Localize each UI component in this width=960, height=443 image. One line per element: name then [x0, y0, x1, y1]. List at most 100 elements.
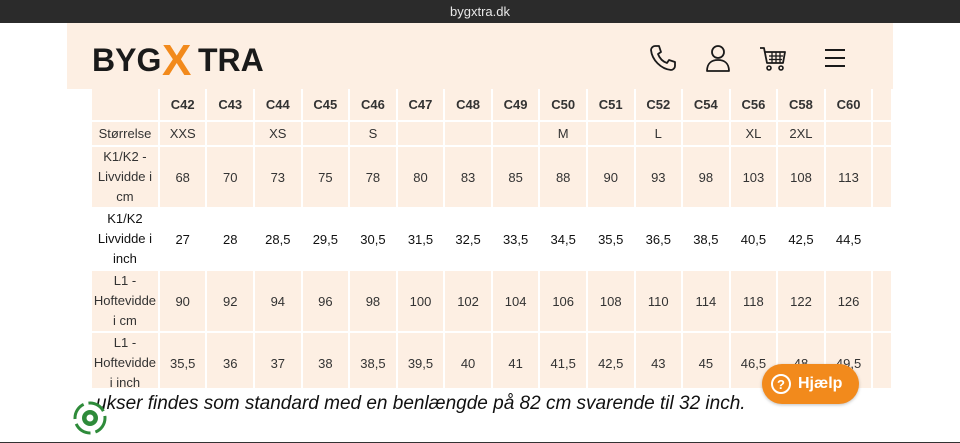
table-cell: 46,5: [729, 332, 779, 388]
table-cell: 34,5: [539, 208, 588, 271]
table-cell: XXS: [158, 121, 208, 147]
table-cell: 42,5: [777, 208, 826, 271]
table-cell: 85: [491, 146, 541, 209]
table-cell: 114: [682, 270, 731, 333]
table-cell: 98: [349, 270, 398, 333]
table-cell: 98: [682, 146, 731, 209]
help-button[interactable]: ? Hjælp: [762, 364, 859, 404]
table-cell: 110: [634, 270, 684, 333]
table-cell: 41,5: [539, 332, 588, 388]
table-header-overflow: [872, 89, 893, 122]
table-cell: 38,5: [349, 332, 398, 388]
table-cell: XL: [729, 121, 779, 147]
table-cell: 35,5: [158, 332, 208, 388]
table-cell: 104: [491, 270, 541, 333]
svg-text:TRA: TRA: [198, 42, 264, 78]
browser-url-bar[interactable]: bygxtra.dk: [0, 0, 960, 23]
table-cell: 100: [396, 270, 446, 333]
table-cell: 36: [206, 332, 256, 388]
table-cell: 113: [824, 146, 874, 209]
table-cell: 106: [539, 270, 588, 333]
table-cell: 122: [777, 270, 826, 333]
table-cell: 29,5: [301, 208, 351, 271]
table-cell: [586, 121, 636, 147]
table-cell: 68: [158, 146, 208, 209]
cart-icon[interactable]: [757, 42, 789, 74]
phone-icon[interactable]: [647, 42, 679, 74]
table-cell: 36,5: [634, 208, 684, 271]
table-cell: 30,5: [349, 208, 398, 271]
user-icon[interactable]: [702, 42, 734, 74]
cookie-consent-icon[interactable]: [73, 401, 107, 435]
table-header-cell: C58: [777, 89, 826, 122]
table-cell: 31,5: [396, 208, 446, 271]
table-cell: 126: [824, 270, 874, 333]
table-cell: 94: [254, 270, 303, 333]
table-row: L1 - Hoftevidde i inch 35,5 36 37 38 38,5 39,5…: [92, 332, 893, 388]
site-header: BYG X TRA: [67, 23, 893, 89]
table-cell: 92: [206, 270, 256, 333]
svg-text:BYG: BYG: [92, 42, 161, 78]
table-cell: [682, 121, 731, 147]
table-header-row: C42 C43 C44 C45 C46 C47 C48 C49 C50 C51 C52 C54 C56 C…: [92, 89, 893, 122]
svg-text:X: X: [162, 39, 191, 79]
table-header-cell: C54: [682, 89, 731, 122]
table-cell: 27: [158, 208, 208, 271]
table-header-cell: C51: [586, 89, 636, 122]
table-cell: 38: [301, 332, 351, 388]
table-cell: 43: [634, 332, 684, 388]
size-table: C42 C43 C44 C45 C46 C47 C48 C49 C50 C51 C52 C54 C56 C…: [92, 89, 893, 388]
table-cell: XS: [254, 121, 303, 147]
table-cell: 93: [634, 146, 684, 209]
table-cell: 83: [444, 146, 493, 209]
row-label: L1 - Hoftevidde i inch: [92, 332, 160, 388]
table-header-blank: [92, 89, 160, 122]
bygxtra-logo[interactable]: BYG X TRA: [92, 39, 282, 79]
table-row: Størrelse XXS XS S M L XL 2XL: [92, 121, 893, 147]
table-header-cell: C52: [634, 89, 684, 122]
table-cell: 28,5: [254, 208, 303, 271]
table-cell: 37: [254, 332, 303, 388]
table-cell: 108: [777, 146, 826, 209]
table-cell: 78: [349, 146, 398, 209]
table-cell-overflow: [872, 208, 893, 271]
table-cell: 35,5: [586, 208, 636, 271]
table-cell: 73: [254, 146, 303, 209]
help-label: Hjælp: [798, 375, 843, 392]
table-header-cell: C44: [254, 89, 303, 122]
table-cell: 28: [206, 208, 256, 271]
table-cell: [444, 121, 493, 147]
table-cell: 40,5: [729, 208, 779, 271]
menu-icon[interactable]: [819, 42, 851, 74]
table-cell: 40: [444, 332, 493, 388]
table-cell: 44,5: [824, 208, 874, 271]
table-cell: 41: [491, 332, 541, 388]
table-cell: 49,5: [824, 332, 874, 388]
table-cell: 2XL: [777, 121, 826, 147]
table-header-cell: C56: [729, 89, 779, 122]
table-header-cell: C48: [444, 89, 493, 122]
table-cell: 42,5: [586, 332, 636, 388]
size-table-container[interactable]: C42 C43 C44 C45 C46 C47 C48 C49 C50 C51 C52 C54 C56 C…: [92, 89, 893, 388]
table-header-cell: C45: [301, 89, 351, 122]
table-cell: [824, 121, 874, 147]
row-label: Størrelse: [92, 121, 160, 147]
table-cell-overflow: [872, 121, 893, 147]
table-cell: 102: [444, 270, 493, 333]
table-row: K1/K2 Livvidde i inch 27 28 28,5 29,5 30,5 31,…: [92, 208, 893, 271]
table-cell-overflow: [872, 146, 893, 209]
table-cell: 80: [396, 146, 446, 209]
table-cell: [301, 121, 351, 147]
table-cell: 38,5: [682, 208, 731, 271]
table-cell: 90: [158, 270, 208, 333]
table-cell: [206, 121, 256, 147]
table-cell: 39,5: [396, 332, 446, 388]
table-header-cell: C43: [206, 89, 256, 122]
table-header-cell: C49: [491, 89, 541, 122]
table-row: L1 - Hoftevidde i cm 90 92 94 96 98 100 102 104 1…: [92, 270, 893, 333]
table-header-cell: C47: [396, 89, 446, 122]
question-icon: ?: [771, 374, 791, 394]
table-cell: 88: [539, 146, 588, 209]
table-cell: L: [634, 121, 684, 147]
table-cell: 75: [301, 146, 351, 209]
